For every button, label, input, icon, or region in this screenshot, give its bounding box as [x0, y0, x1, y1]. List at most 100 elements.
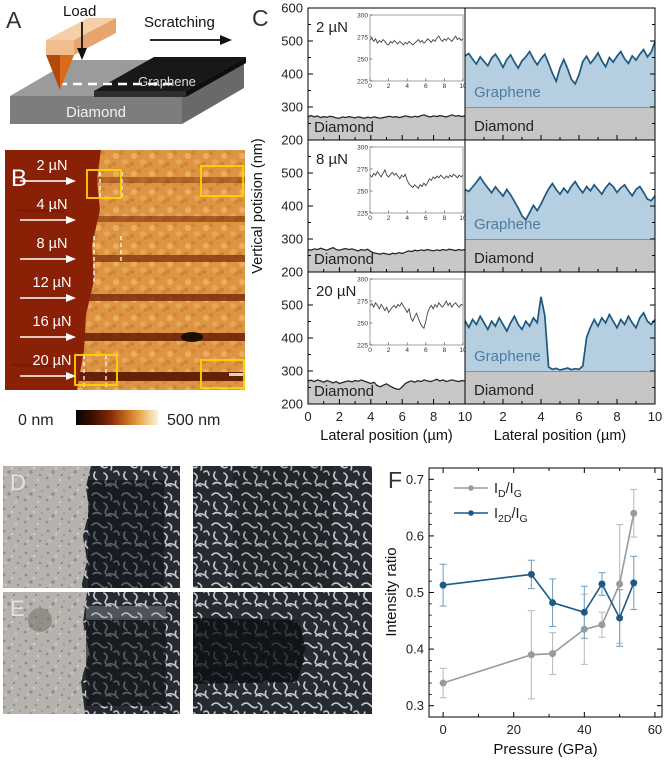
- data-point: [549, 599, 557, 607]
- panel-b-label: B: [11, 165, 27, 192]
- svg-text:6: 6: [424, 215, 428, 222]
- svg-text:600: 600: [281, 1, 303, 16]
- data-point: [630, 579, 638, 587]
- data-point: [527, 651, 535, 659]
- y-axis-label: Intensity ratio: [384, 547, 400, 636]
- svg-text:8: 8: [443, 215, 447, 222]
- graphene-label: Graphene: [474, 348, 541, 365]
- series-line-I2D/IG: [443, 573, 635, 620]
- inset-box: [369, 278, 464, 346]
- svg-text:200: 200: [281, 265, 303, 280]
- data-point: [630, 509, 638, 517]
- svg-text:8: 8: [443, 83, 447, 90]
- svg-text:300: 300: [281, 100, 303, 115]
- svg-text:275: 275: [357, 298, 368, 305]
- graphene-label: Graphene: [138, 74, 196, 89]
- svg-text:400: 400: [281, 199, 303, 214]
- data-point: [598, 621, 606, 629]
- svg-text:4: 4: [367, 409, 374, 424]
- data-point: [580, 608, 588, 616]
- graphene-profile-line: [464, 296, 656, 371]
- colorbar-min-label: 0 nm: [18, 412, 54, 429]
- afm-dashed-guides: [83, 172, 123, 388]
- svg-text:20: 20: [506, 722, 520, 737]
- x-axis-label: Pressure (GPa): [493, 741, 597, 758]
- afm-load-labels: 2 µN 4 µN 8 µN 12 µN 16 µN 20 µN: [33, 158, 72, 369]
- diamond-fill: [308, 379, 465, 404]
- colorbar-gradient: [76, 410, 158, 425]
- svg-text:500: 500: [281, 34, 303, 49]
- svg-text:0: 0: [304, 409, 311, 424]
- graphene-fill: [465, 296, 655, 371]
- svg-text:10: 10: [459, 83, 467, 90]
- svg-text:2: 2: [387, 347, 391, 354]
- diamond-label: Diamond: [474, 382, 534, 399]
- inset-box: [369, 14, 464, 82]
- svg-text:225: 225: [357, 210, 368, 217]
- diamond-label: Diamond: [314, 383, 374, 400]
- panel-e-label: E: [10, 596, 25, 621]
- svg-text:6: 6: [424, 347, 428, 354]
- diamond-label: Diamond: [314, 251, 374, 268]
- sem-image-e-left: [3, 592, 180, 714]
- svg-text:12 µN: 12 µN: [33, 275, 72, 291]
- svg-text:2: 2: [336, 409, 343, 424]
- svg-text:200: 200: [281, 133, 303, 148]
- afm-load-arrows: [20, 177, 76, 380]
- inset-profile-line: [369, 35, 464, 46]
- inset-box: [369, 146, 464, 214]
- svg-text:4: 4: [405, 347, 409, 354]
- svg-text:6: 6: [399, 409, 406, 424]
- svg-text:0: 0: [368, 347, 372, 354]
- graphene-label: Graphene: [474, 216, 541, 233]
- svg-text:250: 250: [357, 188, 368, 195]
- scratching-arrow-icon: [150, 35, 232, 45]
- svg-text:0: 0: [368, 215, 372, 222]
- legend-label-ID/IG: ID/IG: [494, 481, 522, 500]
- svg-text:250: 250: [357, 320, 368, 327]
- sem-image-e-right: [193, 592, 372, 714]
- diamond-fill: [308, 114, 465, 140]
- svg-text:250: 250: [357, 56, 368, 63]
- svg-text:8 µN: 8 µN: [37, 236, 68, 252]
- inset-profile-line: [369, 168, 464, 190]
- data-point: [616, 614, 624, 622]
- graphene-fill: [465, 177, 655, 239]
- svg-text:275: 275: [357, 34, 368, 41]
- afm-yellow-boxes: [74, 165, 245, 389]
- colorbar-max-label: 500 nm: [167, 412, 220, 429]
- svg-text:300: 300: [357, 276, 368, 283]
- graphene-label: Graphene: [474, 84, 541, 101]
- diamond-profile-line: [307, 114, 466, 119]
- diamond-label: Diamond: [474, 118, 534, 135]
- svg-text:10: 10: [648, 409, 662, 424]
- svg-text:8: 8: [613, 409, 620, 424]
- diamond-label: Diamond: [66, 104, 126, 121]
- inset-profile-line: [369, 299, 464, 330]
- load-label: Load: [63, 3, 96, 20]
- load-title: 8 µN: [316, 151, 348, 168]
- svg-text:225: 225: [357, 342, 368, 349]
- diamond-band: [465, 107, 655, 140]
- svg-text:0.6: 0.6: [406, 528, 424, 543]
- svg-text:275: 275: [357, 166, 368, 173]
- svg-text:4: 4: [405, 83, 409, 90]
- svg-text:300: 300: [357, 144, 368, 151]
- scratching-label: Scratching: [144, 14, 215, 31]
- panel-f-intensity-chart: 0 20 40 60 0.3 0.4 0.5 0.6 0.7 ID/IG I2D/IG F Pressu…: [384, 467, 663, 758]
- diamond-band: [465, 371, 655, 404]
- load-title: 20 µN: [316, 283, 356, 300]
- svg-text:10: 10: [458, 409, 472, 424]
- diamond-profile-line: [307, 378, 466, 391]
- svg-text:2: 2: [499, 409, 506, 424]
- svg-text:0: 0: [440, 722, 447, 737]
- svg-text:300: 300: [357, 12, 368, 19]
- svg-text:6: 6: [424, 83, 428, 90]
- diamond-label: Diamond: [474, 250, 534, 267]
- svg-text:500: 500: [281, 298, 303, 313]
- panel-c-label: C: [252, 5, 269, 31]
- svg-text:6: 6: [575, 409, 582, 424]
- svg-text:225: 225: [357, 78, 368, 85]
- svg-text:40: 40: [577, 722, 591, 737]
- svg-text:300: 300: [281, 232, 303, 247]
